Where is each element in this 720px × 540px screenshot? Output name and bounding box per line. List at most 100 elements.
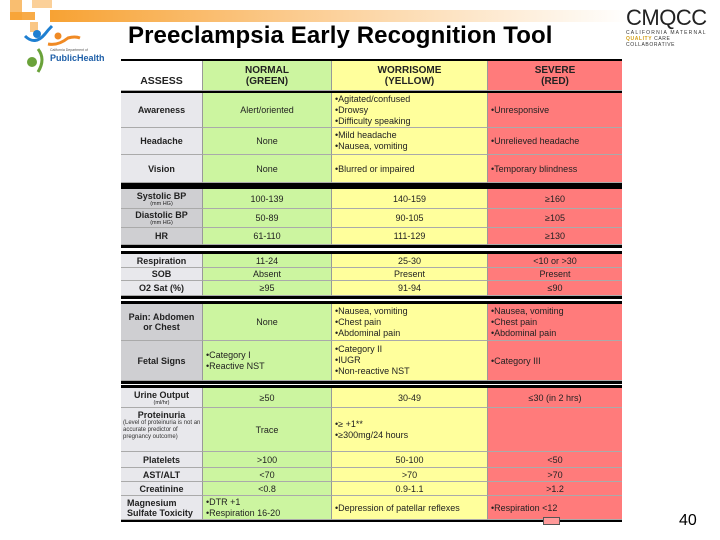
row-label: Diastolic BP (mm HG): [121, 209, 203, 228]
proteinuria-label: Proteinuria: [137, 410, 186, 420]
header-normal-label: NORMAL: [245, 64, 289, 76]
page-number: 40: [679, 512, 697, 529]
worrisome-cell: •Mild headache •Nausea, vomiting: [332, 128, 488, 155]
creatinine-worrisome: 0.9-1.1: [395, 483, 424, 494]
normal-cell: ≥50: [203, 388, 332, 408]
pain-label-2: or Chest: [143, 322, 180, 332]
row-label: Pain: Abdomen or Chest: [121, 304, 203, 341]
worrisome-cell: >70: [332, 468, 488, 482]
vision-severe: •Temporary blindness: [491, 163, 578, 174]
diastolic-worrisome: 90-105: [395, 213, 424, 223]
headache-normal: None: [256, 136, 278, 146]
systolic-label: Systolic BP: [136, 190, 187, 201]
normal-cell: •DTR +1 •Respiration 16-20: [203, 496, 332, 520]
header-severe: SEVERE (RED): [488, 61, 622, 91]
normal-cell: Alert/oriented: [203, 93, 332, 128]
fetal-worrisome-3: •Non-reactive NST: [335, 366, 410, 376]
row-label: O2 Sat (%): [121, 281, 203, 296]
header-normal: NORMAL (GREEN): [203, 61, 332, 91]
urine-label: Urine Output: [134, 389, 189, 400]
public-health-name: PublicHealth: [50, 53, 105, 63]
hr-severe: ≥130: [545, 231, 565, 241]
public-health-logo: [20, 24, 100, 74]
awareness-label: Awareness: [137, 105, 186, 115]
normal-cell: ≥95: [203, 281, 332, 296]
severe-cell: •Nausea, vomiting •Chest pain •Abdominal…: [488, 304, 622, 341]
o2-normal: ≥95: [259, 283, 275, 293]
table-row-platelets: Platelets >100 50-100 <50: [121, 452, 622, 468]
ast-normal: <70: [259, 469, 275, 480]
table-header-row: ASSESS NORMAL (GREEN) WORRISOME (YELLOW) S…: [121, 61, 622, 91]
magsulf-severe: •Respiration <12: [491, 502, 558, 513]
urine-normal: ≥50: [259, 392, 275, 403]
table-row-diastolic: Diastolic BP (mm HG) 50-89 90-105 ≥105: [121, 209, 622, 228]
cmqcc-logo: CMQCC CALIFORNIA MATERNAL QUALITY CARE C…: [626, 6, 716, 49]
sob-label: SOB: [151, 269, 172, 279]
o2-worrisome: 91-94: [397, 283, 422, 293]
pain-normal: None: [256, 317, 278, 327]
cmqcc-subtitle-rest: CARE COLLABORATIVE: [626, 36, 676, 48]
pain-worrisome-3: •Abdominal pain: [335, 327, 401, 338]
diastolic-normal: 50-89: [255, 213, 279, 223]
normal-cell: None: [203, 155, 332, 183]
ast-worrisome: >70: [401, 469, 418, 480]
proteinuria-worrisome-2: •≥300mg/24 hours: [335, 429, 409, 440]
header-severe-label: SEVERE: [534, 64, 576, 76]
row-label: Headache: [121, 128, 203, 155]
header-worrisome-label: WORRISOME: [377, 64, 442, 76]
vision-worrisome: •Blurred or impaired: [335, 163, 415, 174]
pain-severe-1: •Nausea, vomiting: [491, 305, 564, 316]
respiration-severe: <10 or >30: [533, 255, 577, 266]
worrisome-cell: •Agitated/confused •Drowsy •Difficulty s…: [332, 93, 488, 128]
magsulf-normal-1: •DTR +1: [206, 496, 241, 507]
normal-cell: 50-89: [203, 209, 332, 228]
severe-cell: ≥130: [488, 228, 622, 245]
normal-cell: <0.8: [203, 482, 332, 496]
systolic-unit: (mm HG): [150, 200, 173, 207]
normal-cell: 100-139: [203, 189, 332, 209]
cmqcc-quality-word: QUALITY: [626, 36, 653, 42]
normal-cell: >100: [203, 452, 332, 468]
row-label: Creatinine: [121, 482, 203, 496]
worrisome-cell: 111-129: [332, 228, 488, 245]
vision-label: Vision: [148, 163, 175, 174]
pain-severe-2: •Chest pain: [491, 316, 538, 327]
normal-cell: <70: [203, 468, 332, 482]
ast-label: AST/ALT: [142, 469, 181, 480]
hr-worrisome: 111-129: [393, 231, 426, 241]
awareness-normal: Alert/oriented: [240, 105, 294, 115]
pain-label-1: Pain: Abdomen: [128, 312, 195, 322]
awareness-severe: •Unresponsive: [491, 105, 550, 115]
header-normal-sub: (GREEN): [245, 75, 289, 87]
decorative-orange-bar: [50, 10, 630, 22]
normal-cell: •Category I •Reactive NST: [203, 341, 332, 381]
headache-label: Headache: [140, 136, 183, 146]
severe-cell: [488, 408, 622, 452]
table-edge-tab: [543, 517, 560, 525]
normal-cell: None: [203, 128, 332, 155]
severe-cell: ≤30 (in 2 hrs): [488, 388, 622, 408]
normal-cell: None: [203, 304, 332, 341]
worrisome-cell: 91-94: [332, 281, 488, 296]
public-health-figures-icon: [23, 24, 81, 73]
o2-severe: ≤90: [547, 283, 563, 293]
o2-label: O2 Sat (%): [138, 283, 184, 293]
worrisome-cell: •Category II •IUGR •Non-reactive NST: [332, 341, 488, 381]
headache-worrisome-2: •Nausea, vomiting: [335, 141, 408, 151]
severe-cell: •Category III: [488, 341, 622, 381]
row-label: SOB: [121, 268, 203, 281]
creatinine-severe: >1.2: [546, 483, 564, 494]
urine-severe: ≤30 (in 2 hrs): [528, 392, 582, 403]
worrisome-cell: 25-30: [332, 254, 488, 268]
header-assess-label: ASSESS: [140, 75, 183, 87]
section-divider: [121, 296, 622, 304]
severe-cell: >70: [488, 468, 622, 482]
row-label: Systolic BP (mm HG): [121, 189, 203, 209]
creatinine-label: Creatinine: [139, 483, 184, 494]
systolic-normal: 100-139: [250, 193, 284, 204]
severe-cell: Present: [488, 268, 622, 281]
section-divider: [121, 381, 622, 388]
sob-severe: Present: [539, 269, 571, 279]
pain-severe-3: •Abdominal pain: [491, 327, 557, 338]
worrisome-cell: 140-159: [332, 189, 488, 209]
